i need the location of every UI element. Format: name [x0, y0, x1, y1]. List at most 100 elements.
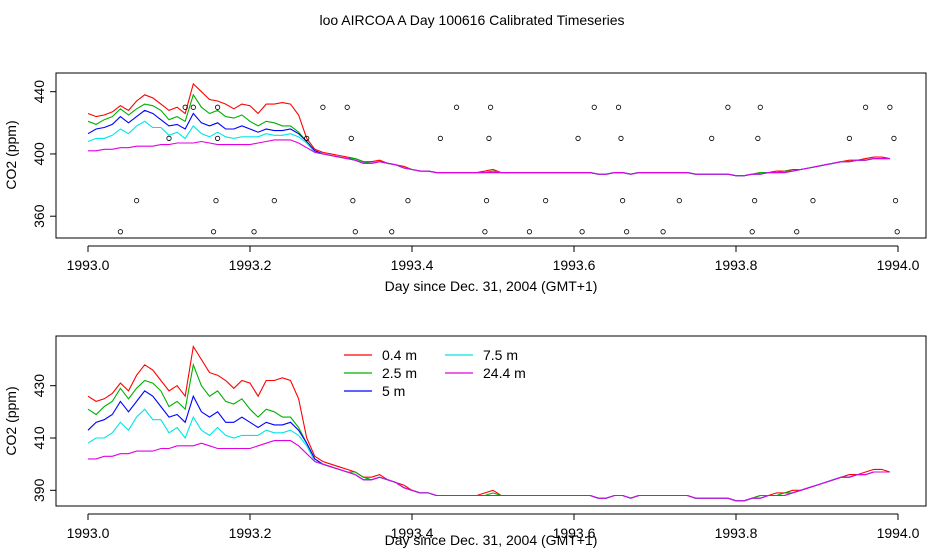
bottom-y-tick-label-1: 410	[31, 426, 47, 450]
top-data-point-19	[437, 135, 443, 141]
top-series-line-0	[87, 82, 891, 177]
legend-label-2: 5 m	[382, 383, 405, 399]
top-data-point-10	[271, 198, 277, 204]
top-data-point-6	[213, 198, 219, 204]
figure-title: loo AIRCOA A Day 100616 Calibrated Times…	[319, 12, 624, 28]
top-x-axis-title: Day since Dec. 31, 2004 (GMT+1)	[385, 278, 598, 294]
top-data-point-17	[389, 229, 395, 235]
bottom-series-line-1	[87, 362, 890, 502]
bottom-x-axis-title: Day since Dec. 31, 2004 (GMT+1)	[385, 532, 598, 548]
bottom-x-tick-label-0: 1993.0	[67, 525, 110, 541]
bottom-y-tick-label-2: 430	[31, 374, 47, 398]
top-data-point-37	[725, 104, 731, 110]
top-x-tick-label-5: 1994.0	[877, 257, 920, 273]
top-data-point-45	[862, 104, 869, 110]
top-data-point-2	[166, 135, 172, 141]
top-data-point-44	[846, 135, 853, 141]
top-data-point-34	[660, 229, 666, 235]
top-data-point-12	[320, 104, 326, 110]
top-data-point-47	[891, 135, 897, 141]
top-data-point-3	[182, 104, 188, 110]
bottom-x-tick-label-1: 1993.2	[229, 525, 272, 541]
top-data-point-8	[215, 135, 221, 141]
top-data-point-7	[215, 104, 221, 110]
legend-item-3: 7.5 m	[445, 347, 518, 363]
bottom-x-tick-label-4: 1993.8	[715, 525, 758, 541]
bottom-series-line-3	[87, 408, 890, 502]
top-data-point-49	[894, 229, 900, 235]
top-data-point-41	[757, 104, 763, 110]
top-data-point-40	[755, 135, 761, 141]
top-x-axis: 1993.0 1993.2 1993.4 1993.6 1993.8 1994.0	[67, 245, 920, 273]
top-series-line-4	[88, 139, 890, 177]
top-data-point-9	[251, 229, 257, 235]
top-data-point-32	[619, 198, 626, 204]
top-data-point-39	[752, 198, 758, 204]
bottom-x-tick-label-5: 1994.0	[877, 525, 920, 541]
top-data-point-35	[676, 198, 682, 204]
top-y-tick-label-2: 440	[31, 80, 47, 104]
top-chart: 1993.0 1993.2 1993.4 1993.6 1993.8 1994.0 360…	[3, 72, 927, 294]
top-data-point-4	[190, 104, 196, 110]
top-data-point-15	[350, 198, 356, 204]
top-data-point-27	[575, 135, 581, 141]
top-data-point-48	[892, 198, 899, 204]
top-data-point-16	[352, 229, 358, 235]
top-data-point-22	[483, 198, 490, 204]
top-data-point-20	[453, 104, 460, 110]
top-y-axis-title: CO2 (ppm)	[3, 120, 19, 189]
top-data-point-42	[794, 229, 800, 235]
top-data-point-30	[615, 104, 622, 110]
top-data-point-36	[709, 135, 715, 141]
top-data-point-33	[624, 229, 630, 235]
legend-item-1: 2.5 m	[344, 365, 417, 381]
legend-item-0: 0.4 m	[344, 347, 417, 363]
top-x-tick-label-4: 1993.8	[715, 257, 758, 273]
bottom-y-tick-label-0: 390	[31, 478, 47, 502]
top-data-point-13	[344, 104, 350, 110]
top-data-point-29	[591, 104, 597, 110]
top-data-point-14	[348, 135, 354, 141]
top-data-point-1	[134, 198, 140, 204]
top-data-point-46	[887, 104, 893, 110]
top-data-point-43	[810, 198, 816, 204]
top-series-line-1	[87, 93, 890, 177]
top-data-point-11	[304, 135, 310, 141]
top-data-point-31	[618, 135, 624, 141]
bottom-x-tick-label-2: 1993.4	[391, 525, 434, 541]
top-data-point-38	[749, 229, 755, 235]
top-data-point-21	[482, 229, 488, 235]
top-points-layer	[117, 104, 900, 235]
legend-item-2: 5 m	[344, 383, 405, 399]
top-x-tick-label-3: 1993.6	[553, 257, 596, 273]
top-y-tick-label-0: 360	[31, 204, 47, 228]
top-y-axis: 360 400 440	[31, 80, 57, 228]
legend-label-1: 2.5 m	[382, 365, 417, 381]
top-data-point-24	[487, 104, 494, 110]
bottom-series-line-4	[88, 440, 890, 502]
legend-item-4: 24.4 m	[445, 365, 526, 381]
top-x-tick-label-2: 1993.4	[391, 257, 434, 273]
top-data-point-0	[117, 229, 124, 235]
bottom-x-tick-label-3: 1993.6	[553, 525, 596, 541]
top-data-point-23	[486, 135, 492, 141]
bottom-series-layer	[87, 344, 891, 502]
bottom-chart: 1993.0 1993.2 1993.4 1993.6 1993.8 1994.0 390…	[3, 335, 927, 548]
top-chart-frame	[55, 72, 927, 239]
top-data-point-26	[543, 198, 549, 204]
top-data-point-5	[210, 229, 217, 235]
top-x-tick-label-1: 1993.2	[229, 257, 272, 273]
bottom-y-axis-title: CO2 (ppm)	[3, 386, 19, 455]
legend-label-3: 7.5 m	[483, 347, 518, 363]
legend-label-0: 0.4 m	[382, 347, 417, 363]
top-data-point-25	[526, 229, 533, 235]
top-x-tick-label-0: 1993.0	[67, 257, 110, 273]
bottom-y-axis: 390 410 430	[31, 374, 57, 502]
top-y-tick-label-1: 400	[31, 142, 47, 166]
bottom-x-axis: 1993.0 1993.2 1993.4 1993.6 1993.8 1994.0	[67, 513, 920, 541]
top-series-line-3	[87, 120, 890, 177]
top-data-point-28	[579, 229, 585, 235]
top-series-layer	[87, 82, 891, 177]
legend-label-4: 24.4 m	[483, 365, 526, 381]
